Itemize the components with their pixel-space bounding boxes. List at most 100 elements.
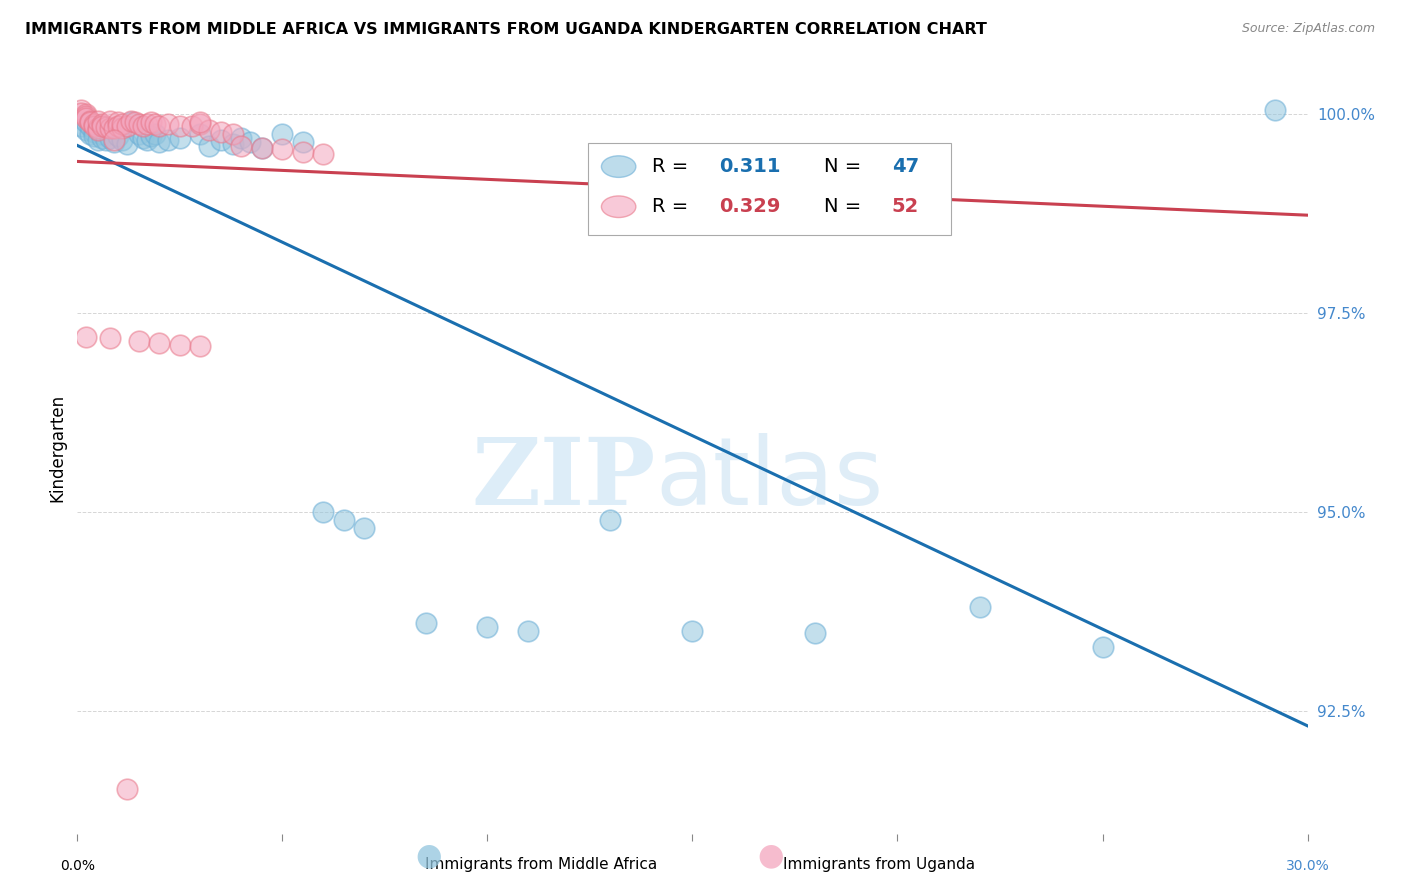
Point <box>197 123 219 137</box>
Point <box>136 132 159 146</box>
Point <box>111 120 134 135</box>
Point <box>231 131 253 145</box>
Point <box>75 107 97 121</box>
Point <box>156 132 179 146</box>
Text: 47: 47 <box>891 157 920 176</box>
Point <box>209 125 232 139</box>
Point <box>94 120 117 134</box>
Point <box>124 115 146 129</box>
Point <box>143 127 166 141</box>
Point <box>79 113 101 128</box>
Point <box>188 127 212 141</box>
Text: ●: ● <box>416 841 441 871</box>
Point <box>90 127 114 141</box>
Point <box>98 120 121 135</box>
Point <box>1264 103 1286 118</box>
Text: R =: R = <box>652 197 695 216</box>
Point <box>250 140 273 154</box>
Point <box>415 616 437 631</box>
Point <box>239 135 262 149</box>
Point <box>197 139 219 153</box>
Point <box>132 119 155 133</box>
Point <box>87 132 110 146</box>
Text: Immigrants from Uganda: Immigrants from Uganda <box>783 857 974 872</box>
Point <box>222 127 245 141</box>
Point <box>136 117 159 131</box>
Point <box>98 331 121 345</box>
Point <box>188 115 212 129</box>
Point <box>87 123 110 137</box>
Point <box>181 119 204 133</box>
Point <box>70 103 93 118</box>
Text: 30.0%: 30.0% <box>1285 859 1330 873</box>
Text: atlas: atlas <box>655 434 884 525</box>
Point <box>141 129 163 144</box>
Point <box>83 117 105 131</box>
Point <box>271 142 294 156</box>
Circle shape <box>602 196 636 218</box>
Point <box>291 145 314 159</box>
Point <box>75 109 97 123</box>
Point <box>70 119 93 133</box>
Point <box>107 115 129 129</box>
Point <box>83 125 105 139</box>
Point <box>79 119 101 133</box>
Point <box>75 330 97 344</box>
Point <box>169 119 191 133</box>
Point <box>75 123 97 137</box>
Point <box>969 600 991 615</box>
Point <box>115 119 138 133</box>
Text: Immigrants from Middle Africa: Immigrants from Middle Africa <box>425 857 658 872</box>
Point <box>107 119 129 133</box>
Text: 0.329: 0.329 <box>720 197 780 216</box>
Point <box>132 131 155 145</box>
Point <box>169 338 191 352</box>
Point <box>312 147 335 161</box>
Text: 0.0%: 0.0% <box>60 859 94 873</box>
Point <box>271 127 294 141</box>
Point <box>90 131 114 145</box>
Point <box>120 115 142 129</box>
Text: Source: ZipAtlas.com: Source: ZipAtlas.com <box>1241 22 1375 36</box>
Point <box>209 132 232 146</box>
Point <box>111 132 134 146</box>
Point <box>83 129 105 144</box>
Point <box>599 513 621 527</box>
Point <box>312 505 335 519</box>
Point <box>103 135 125 149</box>
Point <box>87 113 110 128</box>
Text: ZIP: ZIP <box>471 434 655 524</box>
Point <box>98 131 121 145</box>
Point <box>250 140 273 154</box>
FancyBboxPatch shape <box>588 144 950 235</box>
Point <box>148 119 170 133</box>
Point <box>75 111 97 125</box>
Point <box>70 105 93 120</box>
Point <box>90 117 114 131</box>
Point <box>87 120 110 135</box>
Point <box>128 117 150 131</box>
Text: IMMIGRANTS FROM MIDDLE AFRICA VS IMMIGRANTS FROM UGANDA KINDERGARTEN CORRELATION: IMMIGRANTS FROM MIDDLE AFRICA VS IMMIGRA… <box>25 22 987 37</box>
Point <box>222 137 245 152</box>
Point <box>517 624 540 639</box>
Text: N =: N = <box>824 157 868 176</box>
Point <box>120 113 142 128</box>
Point <box>231 139 253 153</box>
Point <box>90 119 114 133</box>
Point <box>79 115 101 129</box>
Point <box>188 117 212 131</box>
Point <box>115 136 138 151</box>
Point <box>111 117 134 131</box>
Point <box>682 624 704 639</box>
Point <box>188 339 212 353</box>
Point <box>103 121 125 136</box>
Point <box>477 620 499 634</box>
Y-axis label: Kindergarten: Kindergarten <box>48 394 66 502</box>
Point <box>291 135 314 149</box>
Text: 0.311: 0.311 <box>720 157 780 176</box>
Point <box>156 117 179 131</box>
Text: ●: ● <box>758 841 783 871</box>
Point <box>148 336 170 351</box>
Point <box>128 334 150 348</box>
Point <box>83 119 105 133</box>
